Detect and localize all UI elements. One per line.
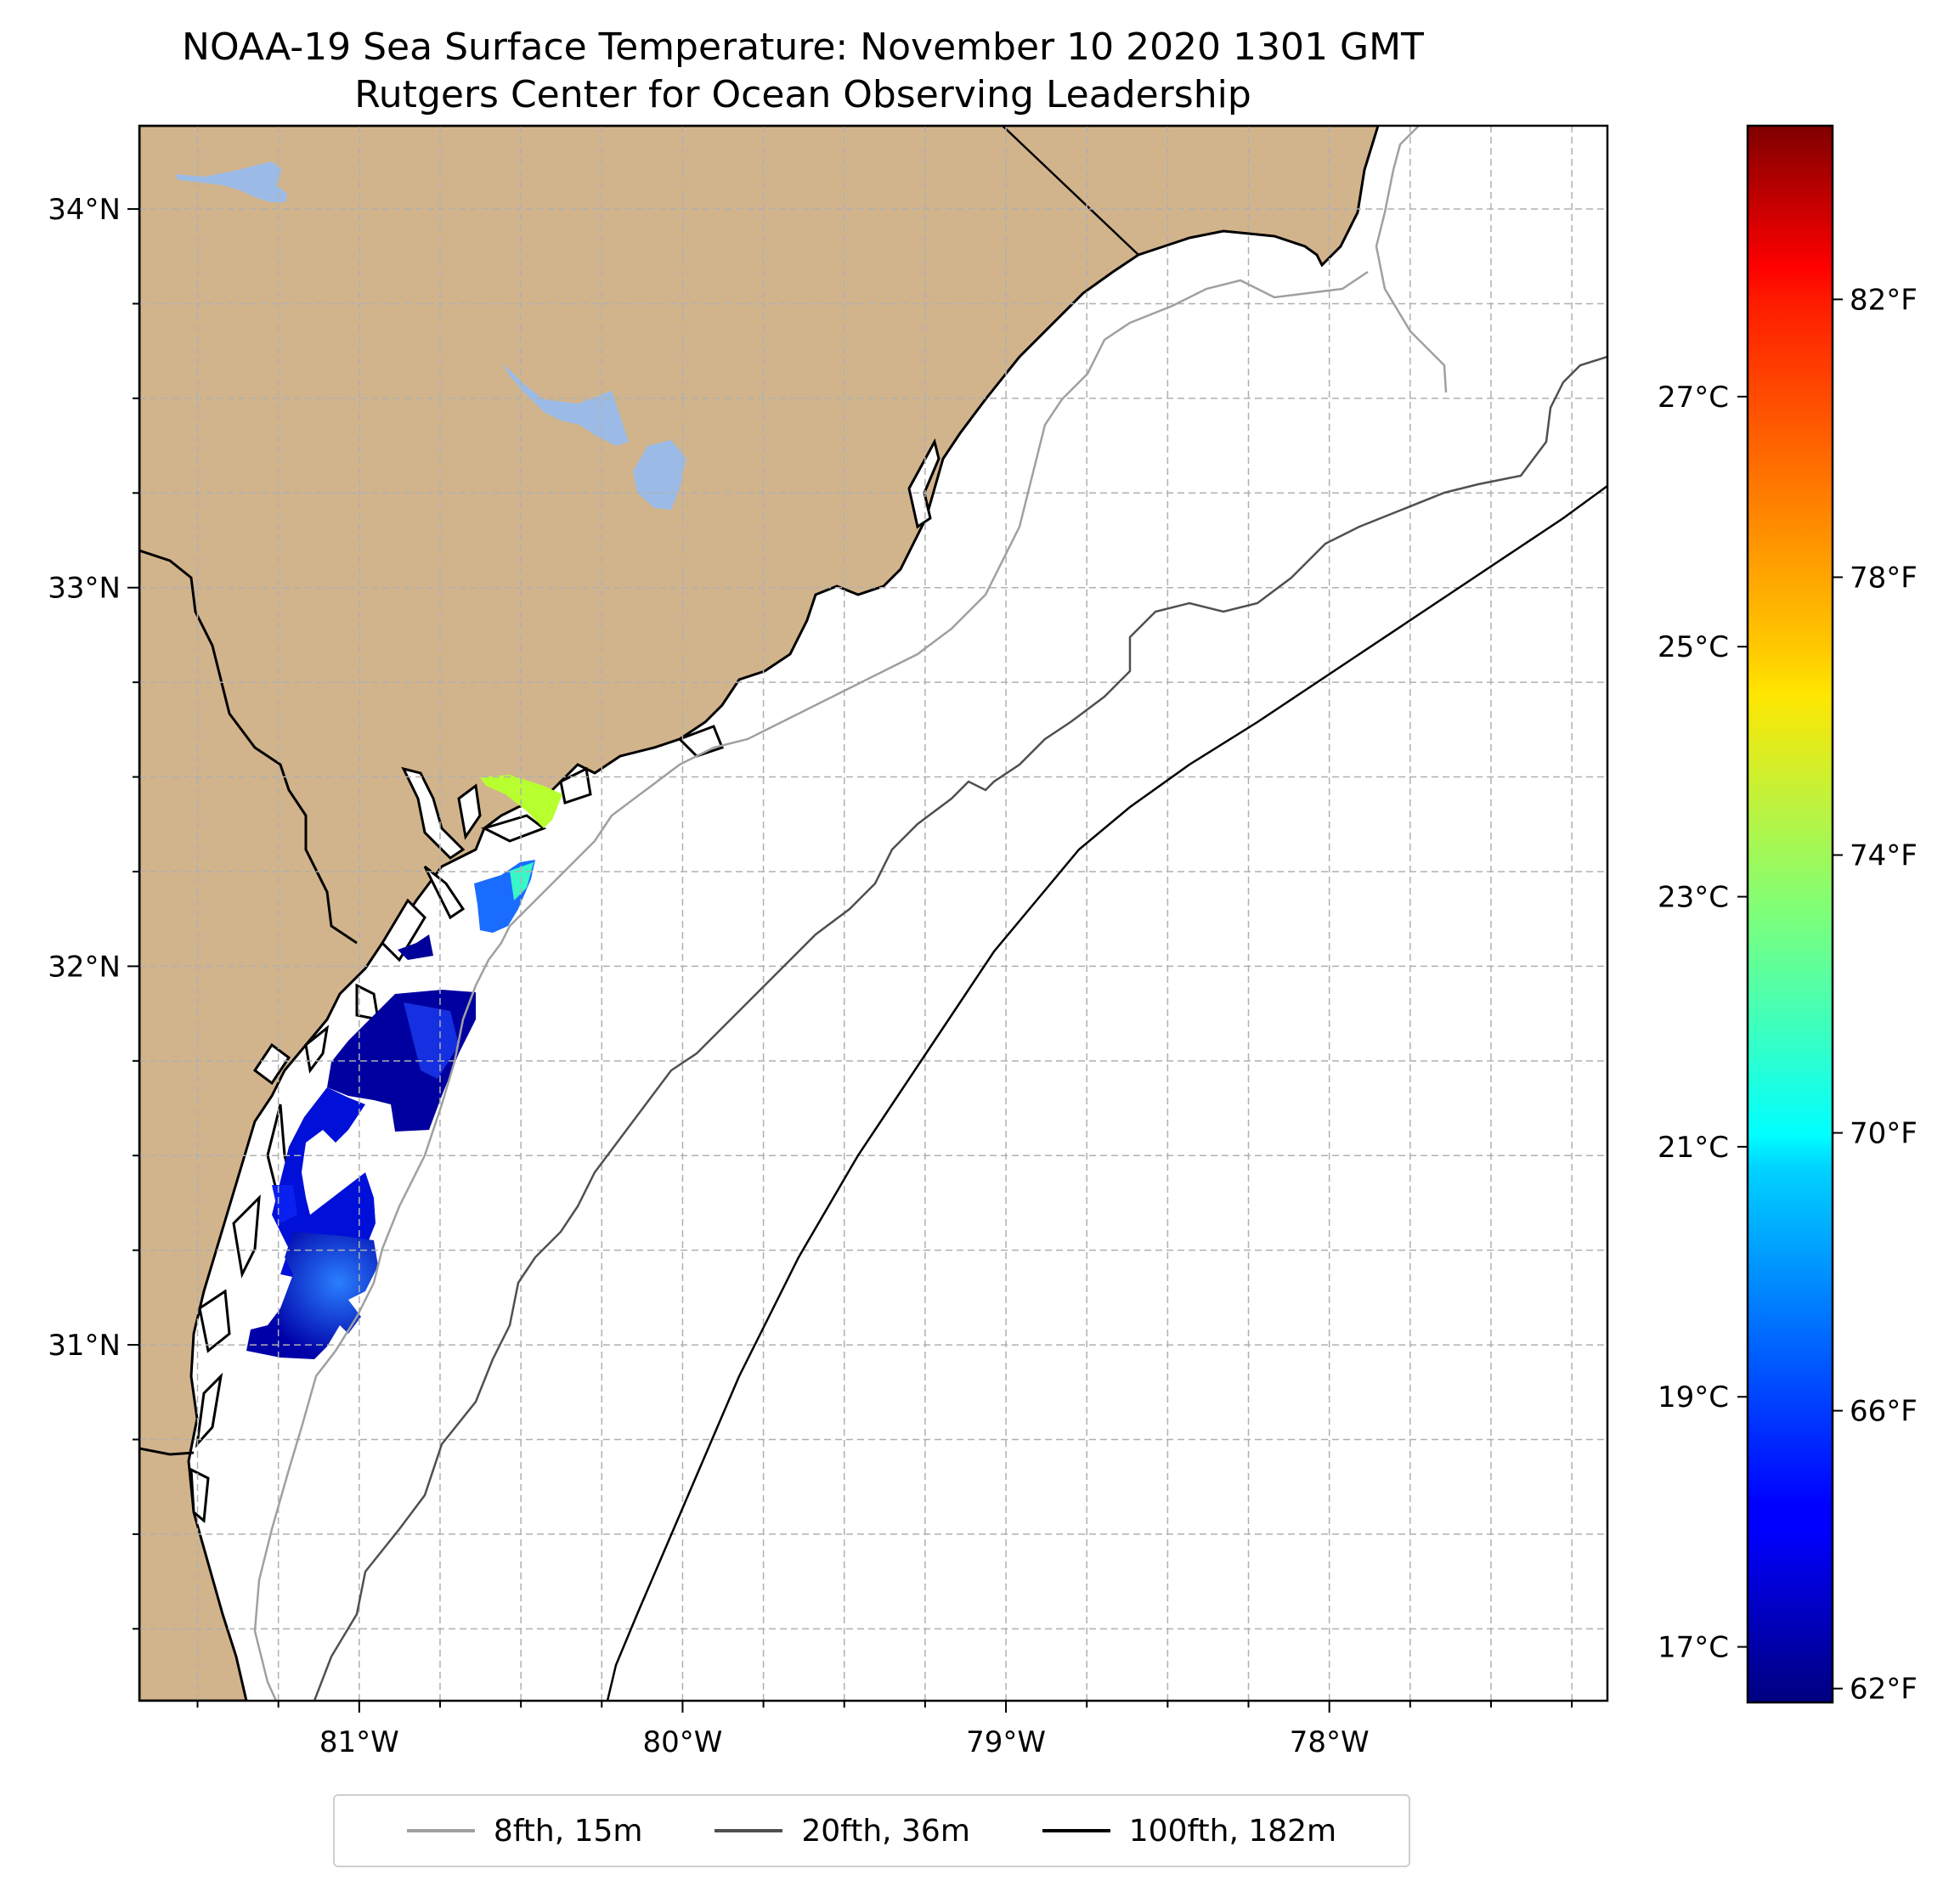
lake-marion bbox=[175, 161, 287, 202]
legend-label: 8fth, 15m bbox=[493, 1813, 643, 1849]
sst-patch-savannah-north bbox=[398, 934, 433, 960]
colorbar-f-label: 82°F bbox=[1850, 283, 1918, 317]
colorbar-c-label: 21°C bbox=[1658, 1131, 1729, 1165]
sst-data bbox=[246, 775, 562, 1359]
colorbar-celsius-ticks: 17°C 19°C 21°C 23°C 25°C 27°C bbox=[1658, 381, 1748, 1665]
state-border bbox=[1002, 126, 1139, 256]
legend-label: 100fth, 182m bbox=[1128, 1813, 1337, 1849]
map-title: NOAA-19 Sea Surface Temperature: Novembe… bbox=[0, 24, 1606, 119]
colorbar-c-label: 17°C bbox=[1658, 1631, 1729, 1665]
colorbar-f-label: 62°F bbox=[1850, 1673, 1918, 1707]
sst-patch-st-simons bbox=[246, 1232, 378, 1359]
colorbar-fahrenheit-ticks: 62°F 66°F 70°F 74°F 78°F 82°F bbox=[1833, 283, 1918, 1707]
colorbar-c-label: 19°C bbox=[1658, 1380, 1729, 1414]
contour-182m bbox=[606, 484, 1607, 1701]
legend-label: 20fth, 36m bbox=[801, 1813, 970, 1849]
title-line-2: Rutgers Center for Ocean Observing Leade… bbox=[354, 73, 1251, 116]
y-tick-label: 34°N bbox=[48, 193, 121, 227]
map-area bbox=[139, 126, 1607, 1701]
y-axis-ticks: 34°N 33°N 32°N 31°N bbox=[48, 193, 139, 1630]
colorbar-c-label: 27°C bbox=[1658, 381, 1729, 415]
legend-item: 20fth, 36m bbox=[715, 1814, 970, 1849]
river-border bbox=[139, 549, 358, 945]
y-tick-label: 32°N bbox=[48, 950, 121, 984]
y-tick-label: 31°N bbox=[48, 1329, 121, 1363]
colorbar-c-label: 25°C bbox=[1658, 630, 1729, 664]
legend: 8fth, 15m 20fth, 36m 100fth, 182m bbox=[333, 1794, 1410, 1867]
colorbar-f-label: 70°F bbox=[1850, 1117, 1918, 1151]
gridlines bbox=[139, 126, 1607, 1701]
colorbar-f-label: 66°F bbox=[1850, 1395, 1918, 1429]
x-tick-label: 80°W bbox=[642, 1725, 722, 1759]
colorbar bbox=[1746, 124, 1834, 1704]
sst-patch-savannah-light bbox=[404, 1002, 459, 1079]
legend-swatch bbox=[1042, 1829, 1110, 1832]
lake-small bbox=[633, 440, 686, 510]
contour-36m bbox=[313, 355, 1607, 1701]
x-axis-ticks: 81°W 80°W 79°W 78°W bbox=[196, 1701, 1573, 1759]
x-tick-label: 78°W bbox=[1290, 1725, 1370, 1759]
legend-item: 8fth, 15m bbox=[406, 1813, 643, 1849]
title-line-1: NOAA-19 Sea Surface Temperature: Novembe… bbox=[182, 25, 1424, 69]
river-south bbox=[139, 1447, 195, 1456]
lake-moultrie bbox=[503, 364, 629, 446]
legend-swatch bbox=[406, 1829, 475, 1832]
colorbar-c-label: 23°C bbox=[1658, 881, 1729, 915]
colorbar-f-label: 78°F bbox=[1850, 561, 1918, 595]
colorbar-f-label: 74°F bbox=[1850, 839, 1918, 873]
legend-swatch bbox=[715, 1829, 783, 1832]
contour-15m bbox=[253, 126, 1448, 1701]
x-tick-label: 81°W bbox=[319, 1725, 399, 1759]
x-tick-label: 79°W bbox=[966, 1725, 1046, 1759]
legend-item: 100fth, 182m bbox=[1042, 1814, 1336, 1849]
map-frame bbox=[138, 124, 1609, 1702]
y-tick-label: 33°N bbox=[48, 572, 121, 606]
